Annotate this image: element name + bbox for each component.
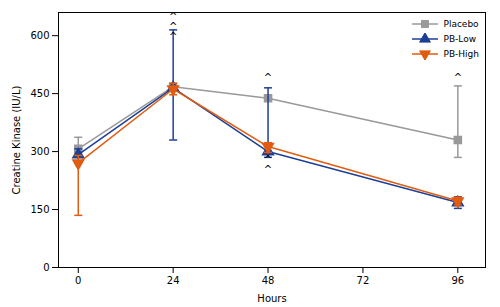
svg-text:72: 72	[357, 275, 370, 286]
html-text:PB-Low: PB-Low	[443, 33, 476, 44]
html-text:PB-High: PB-High	[443, 48, 479, 59]
svg-text:150: 150	[30, 204, 49, 215]
svg-text:Creatine Kinase (IU/L): Creatine Kinase (IU/L)	[11, 85, 22, 194]
svg-text:96: 96	[451, 275, 464, 286]
svg-text:^: ^	[264, 72, 272, 83]
svg-text:24: 24	[167, 275, 180, 286]
html-text:Placebo: Placebo	[443, 18, 479, 29]
svg-text:600: 600	[30, 30, 49, 41]
svg-text:^: ^	[454, 72, 462, 83]
svg-text:Hours: Hours	[257, 293, 286, 304]
svg-text:0: 0	[75, 275, 81, 286]
svg-text:0: 0	[43, 262, 49, 273]
svg-text:^: ^	[264, 164, 272, 175]
svg-text:450: 450	[30, 88, 49, 99]
svg-text:48: 48	[262, 275, 275, 286]
svg-text:^: ^	[169, 31, 177, 42]
svg-text:300: 300	[30, 146, 49, 157]
